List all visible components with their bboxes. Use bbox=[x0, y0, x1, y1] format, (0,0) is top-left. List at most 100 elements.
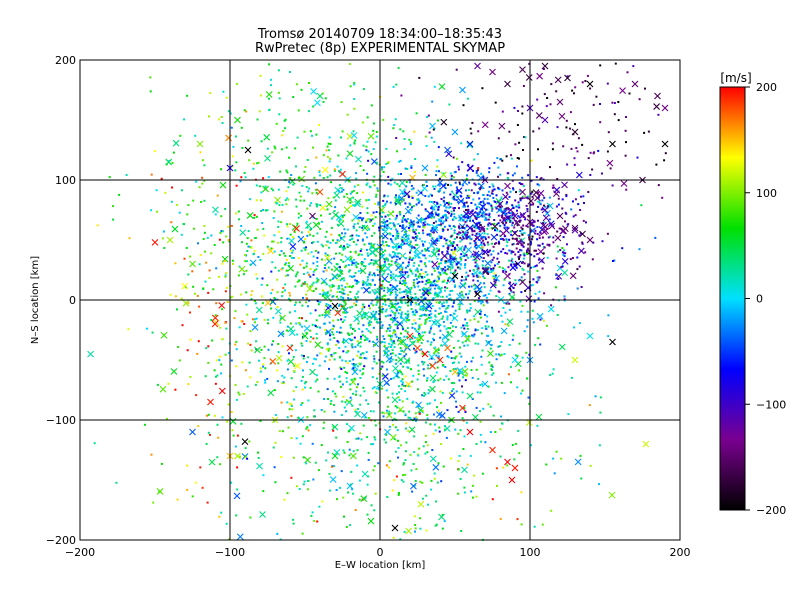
data-point-x bbox=[324, 254, 331, 262]
data-point bbox=[244, 369, 247, 372]
data-point bbox=[474, 211, 477, 214]
data-point bbox=[203, 250, 206, 253]
data-point bbox=[535, 176, 538, 179]
data-point bbox=[470, 189, 473, 192]
data-point bbox=[301, 325, 304, 328]
data-point bbox=[286, 368, 289, 371]
data-point bbox=[533, 525, 536, 528]
data-point bbox=[578, 234, 581, 237]
data-point bbox=[551, 148, 554, 151]
data-point bbox=[449, 244, 452, 247]
data-point bbox=[299, 263, 302, 266]
data-point bbox=[528, 238, 531, 241]
data-point bbox=[406, 206, 409, 209]
data-point bbox=[332, 277, 335, 280]
data-point bbox=[146, 327, 148, 330]
data-point bbox=[222, 90, 225, 93]
data-point bbox=[381, 205, 384, 208]
data-point bbox=[381, 411, 384, 414]
data-point bbox=[404, 329, 407, 332]
data-point bbox=[394, 262, 397, 265]
data-point bbox=[301, 317, 303, 320]
data-point bbox=[378, 388, 381, 391]
data-point bbox=[464, 266, 466, 269]
data-point bbox=[487, 236, 490, 239]
data-point-x bbox=[398, 179, 406, 187]
data-point bbox=[413, 515, 416, 518]
data-point bbox=[259, 199, 262, 202]
data-point bbox=[482, 304, 485, 307]
data-point bbox=[542, 319, 545, 322]
data-point bbox=[349, 306, 352, 309]
data-point bbox=[381, 166, 383, 169]
data-point bbox=[383, 438, 386, 441]
data-point bbox=[339, 279, 342, 282]
data-point bbox=[516, 224, 519, 227]
data-point bbox=[423, 361, 426, 364]
data-point bbox=[414, 269, 417, 272]
data-point bbox=[515, 191, 517, 194]
data-point bbox=[487, 293, 490, 295]
data-point bbox=[329, 279, 332, 282]
data-point bbox=[399, 224, 401, 227]
data-point bbox=[244, 254, 247, 256]
data-point bbox=[371, 367, 374, 370]
data-point bbox=[374, 291, 377, 294]
data-point-x bbox=[435, 411, 443, 418]
data-point bbox=[531, 284, 534, 287]
data-point-x bbox=[499, 230, 507, 237]
data-point bbox=[527, 396, 530, 399]
data-point bbox=[436, 239, 439, 242]
data-point bbox=[518, 248, 521, 251]
data-point-x bbox=[504, 80, 511, 88]
data-point bbox=[234, 343, 237, 346]
data-point bbox=[541, 242, 544, 245]
data-point bbox=[306, 305, 309, 308]
data-point bbox=[414, 251, 417, 253]
data-point bbox=[420, 219, 423, 222]
data-point bbox=[439, 273, 442, 276]
data-point bbox=[255, 184, 258, 187]
data-point bbox=[393, 342, 396, 345]
data-point bbox=[438, 262, 440, 265]
data-point bbox=[365, 337, 368, 340]
data-point bbox=[270, 270, 273, 273]
data-point bbox=[193, 227, 195, 230]
data-point bbox=[473, 333, 476, 336]
data-point bbox=[338, 274, 341, 277]
data-point-x bbox=[476, 251, 483, 259]
data-point bbox=[293, 231, 296, 234]
data-point bbox=[461, 385, 463, 388]
data-point bbox=[408, 181, 411, 184]
data-point bbox=[396, 327, 399, 330]
data-point bbox=[359, 165, 362, 167]
data-point bbox=[398, 271, 401, 274]
data-point bbox=[473, 284, 475, 287]
data-point bbox=[389, 300, 392, 303]
data-point bbox=[466, 327, 469, 330]
data-point bbox=[340, 284, 343, 287]
data-point bbox=[270, 187, 273, 190]
data-point bbox=[323, 267, 326, 269]
data-point bbox=[250, 246, 253, 249]
data-point bbox=[326, 291, 329, 294]
data-point bbox=[309, 268, 312, 270]
data-point bbox=[493, 242, 496, 245]
data-point bbox=[556, 178, 559, 180]
data-point bbox=[532, 219, 535, 222]
x-tick-label: 0 bbox=[377, 546, 384, 559]
data-point bbox=[373, 175, 376, 178]
data-point bbox=[371, 340, 374, 343]
data-point bbox=[428, 281, 431, 284]
data-point bbox=[316, 520, 319, 523]
data-point bbox=[220, 230, 223, 232]
data-point bbox=[445, 216, 448, 219]
data-point bbox=[465, 271, 468, 274]
data-point bbox=[313, 520, 316, 522]
data-point bbox=[444, 286, 447, 289]
data-point bbox=[493, 219, 496, 221]
data-point bbox=[329, 286, 332, 289]
data-point bbox=[362, 386, 365, 389]
data-point bbox=[563, 249, 566, 252]
data-point bbox=[390, 287, 393, 290]
